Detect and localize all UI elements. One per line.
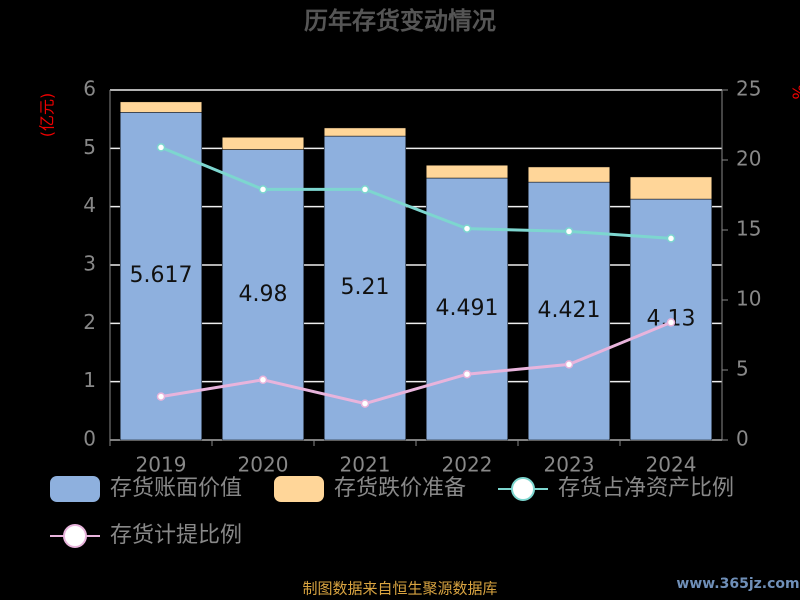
data-label: 5.617 [130,263,193,288]
y-tick-label: 0 [83,427,96,451]
bar-segment [425,164,509,179]
y2-axis-label: % [789,84,800,99]
point [564,227,574,236]
legend-label: 存货占净资产比例 [558,476,734,501]
point [564,360,574,369]
point [462,224,472,233]
x-tick-label: 2020 [238,453,289,477]
y-axis-label: (亿元) [38,93,57,138]
data-label: 5.21 [341,275,390,300]
x-tick-label: 2023 [544,453,595,477]
bar-segment [221,137,305,150]
chart-title: 历年存货变动情况 [304,7,496,35]
point [462,369,472,379]
legend-swatch [511,477,535,501]
legend-swatch [63,524,87,548]
x-tick-label: 2019 [136,453,187,477]
x-tick-label: 2024 [646,453,697,477]
x-tick-label: 2022 [442,453,493,477]
y-tick-label: 1 [83,368,96,392]
point [360,185,370,194]
y-tick-label: 2 [83,310,96,334]
data-label: 4.98 [239,282,288,307]
y-tick-label: 3 [83,252,96,276]
source-note: 制图数据来自恒生聚源数据库 [302,580,497,598]
y2-tick-label: 0 [736,427,749,451]
y2-tick-label: 5 [736,357,749,381]
bar-segment [221,149,305,441]
point [156,392,166,401]
x-tick-label: 2021 [340,453,391,477]
legend-swatch [274,476,324,502]
y-tick-label: 5 [83,135,96,159]
point [666,318,676,327]
y2-tick-label: 15 [736,217,761,241]
point [360,399,370,408]
point [156,143,166,152]
bar-segment [527,166,611,183]
y2-tick-label: 10 [736,287,761,311]
bar-segment [629,176,713,200]
y-tick-label: 4 [83,193,96,217]
bar-segment [119,112,203,441]
data-label: 4.491 [436,296,499,321]
y2-tick-label: 20 [736,147,761,171]
point [666,234,676,243]
watermark: www.365jz.com [676,576,799,592]
bar-segment [527,181,611,441]
y-tick-label: 6 [83,77,96,101]
legend-label: 存货账面价值 [110,476,242,501]
legend-swatch [50,476,100,502]
point [258,185,268,194]
bar-segment [119,101,203,113]
line [160,146,672,240]
bar-segment [323,127,407,137]
point [258,375,268,385]
legend-label: 存货跌价准备 [334,476,466,501]
data-label: 4.421 [538,298,601,323]
y2-tick-label: 25 [736,77,761,101]
line [160,321,672,406]
legend-label: 存货计提比例 [110,523,242,548]
